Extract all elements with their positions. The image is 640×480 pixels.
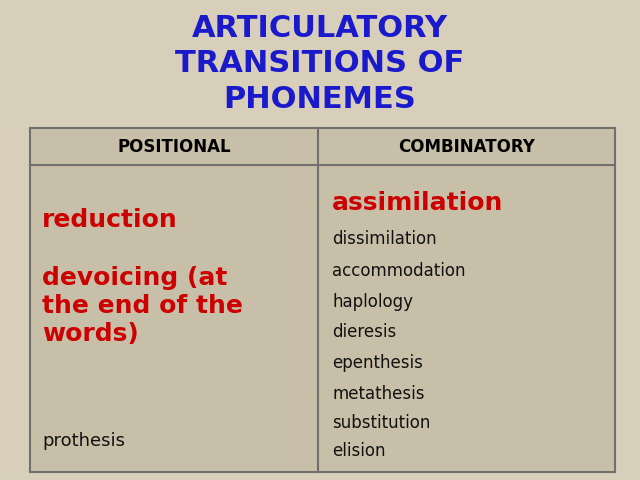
Text: metathesis: metathesis <box>332 384 424 403</box>
Bar <box>30 128 615 472</box>
Text: accommodation: accommodation <box>332 262 465 280</box>
Text: COMBINATORY: COMBINATORY <box>398 137 535 156</box>
Text: reduction: reduction <box>42 208 178 232</box>
Text: devoicing (at
the end of the
words): devoicing (at the end of the words) <box>42 266 243 346</box>
Text: elision: elision <box>332 442 385 459</box>
Text: POSITIONAL: POSITIONAL <box>117 137 231 156</box>
Text: substitution: substitution <box>332 414 430 432</box>
Text: epenthesis: epenthesis <box>332 354 423 372</box>
Text: haplology: haplology <box>332 293 413 311</box>
Text: prothesis: prothesis <box>42 432 125 450</box>
Text: dissimilation: dissimilation <box>332 230 436 248</box>
Text: assimilation: assimilation <box>332 192 504 216</box>
Text: ARTICULATORY
TRANSITIONS OF
PHONEMES: ARTICULATORY TRANSITIONS OF PHONEMES <box>175 13 465 114</box>
Text: dieresis: dieresis <box>332 324 396 341</box>
